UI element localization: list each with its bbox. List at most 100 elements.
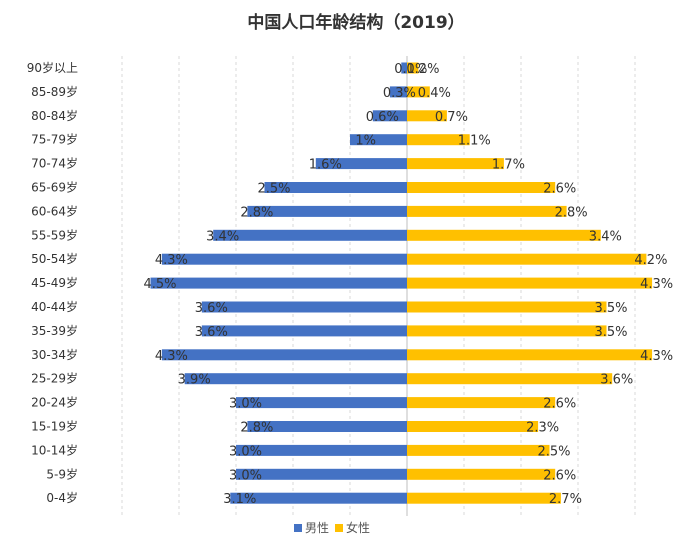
data-label-male: 3.0% [229, 397, 262, 412]
bar-male [247, 421, 407, 432]
bar-male [264, 182, 407, 193]
bar-male [161, 349, 407, 361]
category-label: 65-69岁 [31, 180, 78, 195]
bar-female [407, 349, 653, 361]
bar-female [407, 158, 504, 170]
bar-female [407, 325, 607, 337]
data-label-female: 3.6% [600, 373, 633, 388]
bar-male [201, 301, 407, 313]
data-label-female: 0.7% [435, 110, 468, 125]
category-label: 35-39岁 [31, 323, 78, 338]
category-label: 30-34岁 [31, 347, 78, 362]
category-label: 25-29岁 [31, 371, 78, 386]
category-label: 45-49岁 [31, 275, 78, 290]
bar-male [236, 444, 407, 456]
bar-male [213, 229, 407, 241]
bar-female [407, 444, 550, 456]
data-label-female: 0.2% [406, 62, 439, 77]
bar-female [407, 253, 647, 265]
data-label-male: 3.6% [195, 325, 228, 340]
bar-male [401, 62, 407, 74]
data-label-female: 2.3% [526, 421, 559, 436]
data-label-female: 2.6% [543, 397, 576, 412]
data-label-male: 1% [355, 134, 376, 149]
bar-male [236, 397, 407, 409]
category-label: 40-44岁 [31, 299, 78, 314]
data-label-male: 3.9% [178, 373, 211, 388]
data-label-male: 1.6% [309, 158, 342, 173]
data-label-male: 2.8% [240, 205, 273, 220]
category-label: 55-59岁 [31, 227, 78, 242]
category-label: 60-64岁 [31, 203, 78, 218]
category-label: 15-19岁 [31, 419, 78, 434]
bar-female [407, 86, 430, 98]
labels: 0-4岁 3.1% 2.7% 5-9岁 3.0% 2.6% 10-14岁 3.0% 2.5% 15… [27, 60, 673, 507]
data-label-male: 2.5% [257, 182, 290, 197]
data-label-female: 4.2% [634, 253, 667, 268]
bar-female [407, 421, 539, 432]
data-label-female: 0.4% [418, 86, 451, 101]
category-label: 70-74岁 [31, 156, 78, 171]
bar-male [372, 110, 407, 122]
data-label-female: 3.5% [595, 325, 628, 340]
bar-female [407, 205, 567, 217]
data-label-female: 2.6% [543, 182, 576, 197]
legend-swatch-female [335, 524, 343, 532]
bar-female [407, 182, 556, 193]
bar-female [407, 301, 607, 313]
bar-female [407, 229, 601, 241]
legend-label-female: 女性 [346, 520, 370, 535]
bar-female [407, 277, 653, 289]
data-label-female: 3.5% [595, 301, 628, 316]
data-label-male: 4.3% [155, 349, 188, 364]
data-label-male: 4.5% [143, 277, 176, 292]
data-label-female: 1.1% [458, 134, 491, 149]
data-label-female: 1.7% [492, 158, 525, 173]
bar-female [407, 373, 613, 385]
bar-female [407, 110, 447, 122]
data-label-male: 3.4% [206, 229, 239, 244]
bar-female [407, 397, 556, 409]
legend-swatch-male [294, 524, 302, 532]
category-label: 85-89岁 [31, 84, 78, 99]
data-label-male: 3.0% [229, 468, 262, 483]
data-label-male: 3.6% [195, 301, 228, 316]
data-label-male: 0.6% [366, 110, 399, 125]
bar-male [230, 492, 407, 504]
bar-male [236, 468, 407, 480]
bar-male [184, 373, 407, 385]
category-label: 0-4岁 [46, 490, 78, 505]
data-label-female: 2.7% [549, 492, 582, 507]
legend: 男性 女性 [294, 520, 370, 535]
legend-label-male: 男性 [305, 521, 329, 535]
bar-male [389, 86, 407, 98]
bar-male [247, 205, 407, 217]
data-label-male: 3.1% [223, 492, 256, 507]
data-label-male: 4.3% [155, 253, 188, 268]
bar-male [161, 253, 407, 265]
data-label-male: 0.3% [383, 86, 416, 101]
category-label: 50-54岁 [31, 251, 78, 266]
category-label: 75-79岁 [31, 132, 78, 147]
bar-male [201, 325, 407, 337]
chart-title: 中国人口年龄结构（2019） [247, 12, 464, 33]
bar-female [407, 492, 561, 504]
category-label: 80-84岁 [31, 108, 78, 123]
category-label: 10-14岁 [31, 442, 78, 457]
data-label-male: 0.1% [394, 62, 427, 77]
bar-female [407, 134, 470, 146]
data-label-female: 4.3% [640, 349, 673, 364]
bars [150, 62, 653, 504]
bar-male [315, 158, 407, 170]
data-label-female: 3.4% [589, 229, 622, 244]
bar-male [150, 277, 407, 289]
bar-male [350, 134, 407, 146]
category-label: 20-24岁 [31, 395, 78, 410]
bar-female [407, 62, 419, 74]
data-label-male: 2.8% [240, 421, 273, 436]
data-label-female: 2.8% [555, 205, 588, 220]
data-label-female: 2.5% [538, 444, 571, 459]
data-label-female: 4.3% [640, 277, 673, 292]
